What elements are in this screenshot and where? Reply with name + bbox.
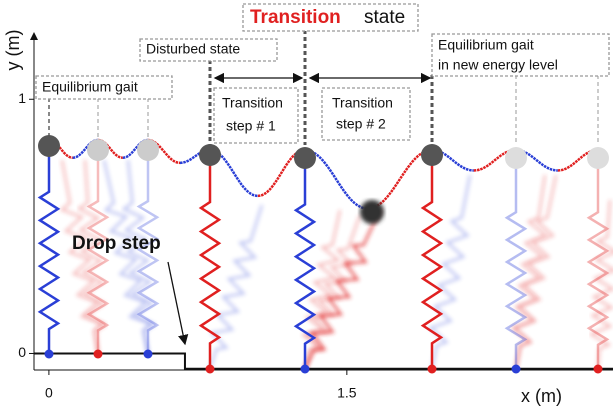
springs bbox=[37, 146, 610, 369]
annotation: in new energy level bbox=[438, 57, 558, 73]
y-axis-label: y (m) bbox=[3, 30, 23, 71]
guides bbox=[48, 30, 599, 145]
trajectory-segment bbox=[257, 148, 305, 198]
annotation: Equilibrium gait bbox=[42, 79, 138, 95]
spring bbox=[136, 158, 160, 354]
spring bbox=[510, 174, 548, 370]
annotation: Equilibrium gait bbox=[438, 37, 534, 53]
x-tick-label: 1.5 bbox=[337, 385, 357, 401]
apex-marker bbox=[38, 135, 60, 157]
annotation: step # 1 bbox=[226, 118, 276, 134]
spring bbox=[208, 204, 264, 370]
spring bbox=[303, 209, 382, 370]
foot-point bbox=[205, 364, 215, 374]
spring bbox=[504, 168, 528, 369]
apex-marker bbox=[587, 147, 609, 169]
y-tick-label: 1 bbox=[18, 90, 26, 106]
annotation-box bbox=[139, 38, 278, 62]
annotations: Transition state Disturbed state Equilib… bbox=[35, 3, 610, 346]
spring bbox=[588, 199, 613, 370]
apex-marker bbox=[360, 200, 384, 224]
apex-marker bbox=[137, 139, 159, 161]
annotation-box bbox=[213, 87, 299, 144]
annotation-box bbox=[35, 75, 173, 100]
drop-arrow bbox=[167, 261, 189, 346]
apex-marker bbox=[199, 144, 221, 166]
x-axis-label: x (m) bbox=[521, 386, 562, 406]
annotation: Transition bbox=[250, 7, 341, 28]
foot-point bbox=[143, 349, 153, 359]
ghost-springs bbox=[59, 159, 613, 370]
trajectory-segment bbox=[72, 138, 99, 159]
annotation: Transition bbox=[332, 95, 393, 111]
ground bbox=[34, 352, 613, 370]
annotation: step # 2 bbox=[336, 116, 386, 132]
spring bbox=[198, 155, 222, 369]
foot-point bbox=[93, 349, 103, 359]
annotation-box bbox=[431, 33, 610, 77]
trajectory-segment bbox=[147, 138, 181, 165]
spring bbox=[586, 168, 610, 369]
spring bbox=[59, 159, 104, 355]
annotation: Disturbed state bbox=[146, 41, 240, 57]
annotation-box bbox=[242, 3, 419, 32]
apex-marker bbox=[421, 144, 443, 166]
foot-points bbox=[44, 349, 603, 374]
y-tick-label: 0 bbox=[18, 344, 26, 360]
apex-markers bbox=[38, 135, 609, 224]
x-tick-label: 0 bbox=[45, 385, 53, 401]
spring bbox=[420, 155, 444, 369]
foot-point bbox=[44, 349, 54, 359]
apex-marker bbox=[294, 147, 316, 169]
spring bbox=[121, 159, 157, 355]
foot-point bbox=[511, 364, 521, 374]
foot-point bbox=[593, 364, 603, 374]
apex-marker bbox=[505, 147, 527, 169]
trajectory-segment bbox=[122, 138, 149, 159]
annotation: state bbox=[364, 7, 405, 28]
annotation-box bbox=[321, 87, 411, 141]
foot-point bbox=[427, 364, 437, 374]
foot-point bbox=[300, 364, 310, 374]
spring bbox=[37, 146, 61, 354]
spring bbox=[76, 159, 108, 355]
spring bbox=[102, 159, 153, 355]
spring bbox=[293, 158, 317, 369]
annotation: Transition bbox=[222, 95, 283, 111]
apex-marker bbox=[87, 139, 109, 161]
annotation: Drop step bbox=[72, 233, 161, 254]
spring bbox=[86, 158, 110, 354]
